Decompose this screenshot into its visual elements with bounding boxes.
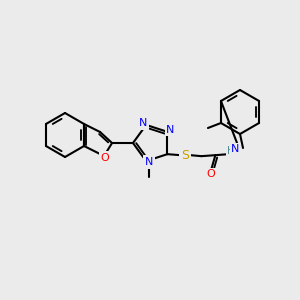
Text: N: N (231, 144, 240, 154)
Text: O: O (206, 169, 215, 179)
Text: S: S (182, 149, 189, 162)
Text: O: O (101, 153, 110, 163)
Text: H: H (227, 146, 235, 156)
Text: N: N (139, 118, 147, 128)
Text: N: N (145, 157, 153, 167)
Text: N: N (166, 125, 175, 135)
